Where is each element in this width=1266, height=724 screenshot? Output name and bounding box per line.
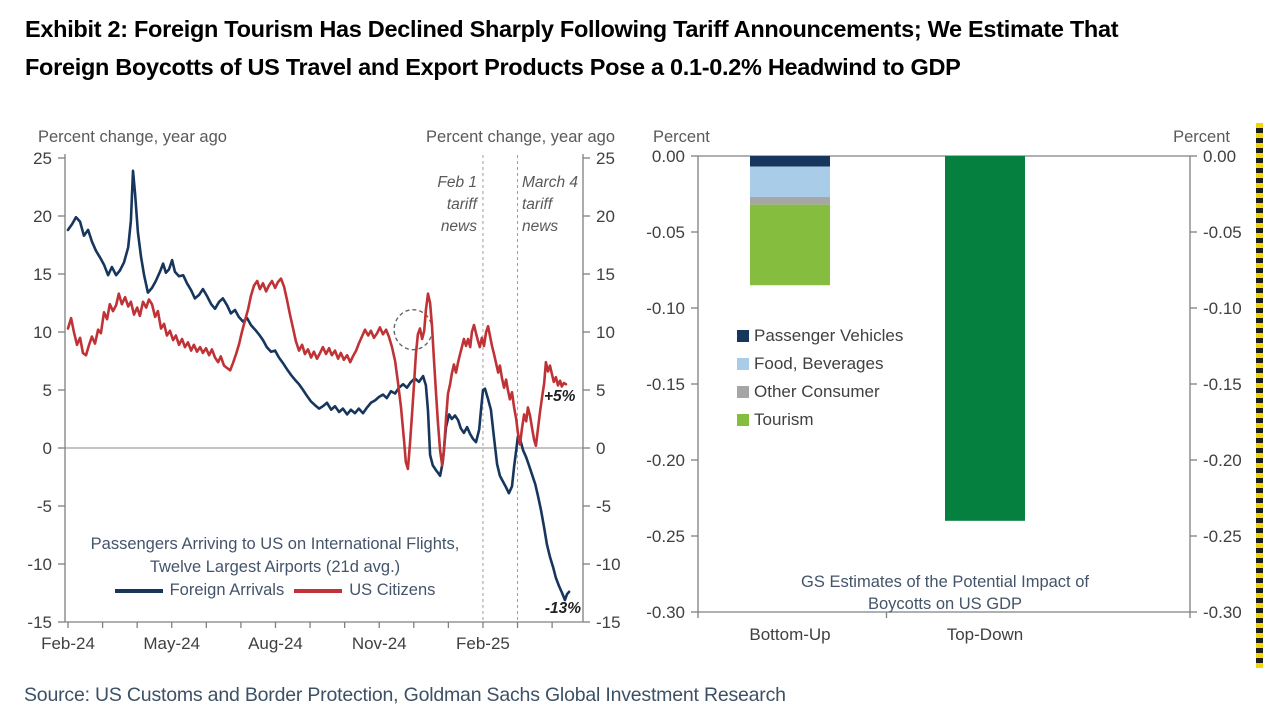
svg-text:Top-Down: Top-Down xyxy=(947,625,1024,644)
svg-text:-0.05: -0.05 xyxy=(1203,223,1242,242)
exhibit-title-line2: Foreign Boycotts of US Travel and Export… xyxy=(25,54,961,80)
svg-text:0.00: 0.00 xyxy=(1203,147,1236,166)
svg-text:-0.25: -0.25 xyxy=(1203,527,1242,546)
svg-text:0.00: 0.00 xyxy=(652,147,685,166)
other-consumer-swatch xyxy=(737,386,749,398)
exhibit-title: Exhibit 2: Foreign Tourism Has Declined … xyxy=(25,10,1250,86)
svg-text:-5: -5 xyxy=(37,497,52,516)
svg-text:-0.20: -0.20 xyxy=(646,451,685,470)
legend-item-us-citizens: US Citizens xyxy=(294,581,435,600)
right-bar-chart: 0.00 0.00 -0.05 -0.05 -0.10 -0.10 -0.15 -0.15 -0… xyxy=(646,147,1242,644)
left-chart-ylabel-right: Percent change, year ago xyxy=(426,128,615,146)
legend-item-passenger-vehicles: Passenger Vehicles xyxy=(737,326,903,346)
food-beverages-swatch xyxy=(737,358,749,370)
svg-text:5: 5 xyxy=(43,381,52,400)
right-chart-ylabel-right: Percent xyxy=(1173,128,1230,146)
svg-text:-0.25: -0.25 xyxy=(646,527,685,546)
exhibit-title-line1: Exhibit 2: Foreign Tourism Has Declined … xyxy=(25,16,1119,42)
svg-text:0: 0 xyxy=(596,439,605,458)
tourism-swatch xyxy=(737,414,749,426)
left-line-chart: 25 25 20 20 15 15 10 10 5 5 0 0 -5 -5 -10 -10 -15 -15 Feb-… xyxy=(27,149,621,653)
svg-text:-15: -15 xyxy=(27,613,52,632)
svg-text:10: 10 xyxy=(33,323,52,342)
svg-text:5: 5 xyxy=(596,381,605,400)
legend-item-tourism: Tourism xyxy=(737,410,903,430)
svg-text:-0.05: -0.05 xyxy=(646,223,685,242)
svg-text:25: 25 xyxy=(596,149,615,168)
feb1-tariff-annotation: Feb 1 tariff news xyxy=(437,174,477,235)
svg-text:25: 25 xyxy=(33,149,52,168)
left-chart-legend: Foreign Arrivals US Citizens xyxy=(70,581,480,600)
right-chart-note: GS Estimates of the Potential Impact of … xyxy=(801,573,1089,613)
selection-marquee-right-edge xyxy=(1256,123,1263,668)
svg-text:20: 20 xyxy=(596,207,615,226)
left-chart-subtitle: Passengers Arriving to US on Internation… xyxy=(90,535,460,576)
right-chart-ylabel-left: Percent xyxy=(653,128,710,146)
svg-text:-15: -15 xyxy=(596,613,621,632)
svg-text:-0.30: -0.30 xyxy=(646,603,685,622)
svg-text:20: 20 xyxy=(33,207,52,226)
svg-text:-0.15: -0.15 xyxy=(1203,375,1242,394)
svg-text:15: 15 xyxy=(596,265,615,284)
svg-text:15: 15 xyxy=(33,265,52,284)
svg-text:May-24: May-24 xyxy=(143,634,200,653)
svg-text:-0.15: -0.15 xyxy=(646,375,685,394)
svg-text:Bottom-Up: Bottom-Up xyxy=(749,625,830,644)
foreign-arrivals-line-swatch xyxy=(114,588,163,593)
legend-item-food-beverages: Food, Beverages xyxy=(737,354,903,374)
svg-text:Nov-24: Nov-24 xyxy=(352,634,407,653)
source-line: Source: US Customs and Border Protection… xyxy=(24,684,786,706)
svg-text:-5: -5 xyxy=(596,497,611,516)
svg-text:0: 0 xyxy=(43,439,52,458)
svg-text:-0.20: -0.20 xyxy=(1203,451,1242,470)
svg-text:-10: -10 xyxy=(596,555,621,574)
svg-text:-10: -10 xyxy=(27,555,52,574)
svg-text:10: 10 xyxy=(596,323,615,342)
passenger-vehicles-swatch xyxy=(737,330,749,342)
svg-text:-0.30: -0.30 xyxy=(1203,603,1242,622)
us-citizens-end-label: +5% xyxy=(544,388,576,405)
legend-item-other-consumer: Other Consumer xyxy=(737,382,903,402)
left-chart-ylabel-left: Percent change, year ago xyxy=(38,128,227,146)
foreign-arrivals-end-label: -13% xyxy=(544,600,581,617)
svg-text:-0.10: -0.10 xyxy=(1203,299,1242,318)
svg-text:Feb-25: Feb-25 xyxy=(456,634,510,653)
svg-text:-0.10: -0.10 xyxy=(646,299,685,318)
march4-tariff-annotation: March 4 tariff news xyxy=(522,174,578,235)
legend-item-foreign-arrivals: Foreign Arrivals xyxy=(114,581,284,600)
svg-text:Feb-24: Feb-24 xyxy=(41,634,95,653)
us-citizens-line-swatch xyxy=(294,588,343,593)
svg-text:Aug-24: Aug-24 xyxy=(248,634,303,653)
right-chart-legend: Passenger Vehicles Food, Beverages Other… xyxy=(737,326,903,438)
